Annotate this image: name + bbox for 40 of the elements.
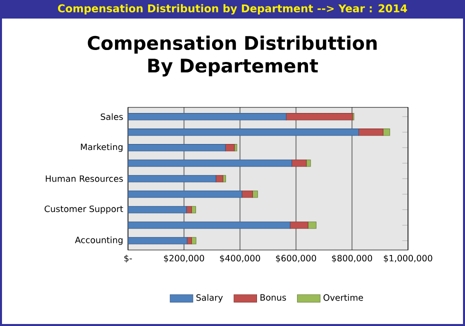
legend-label: Bonus [260,294,286,301]
bar [216,175,224,182]
legend-label: Overtime [324,294,364,301]
bar [252,190,258,198]
bar [358,128,384,136]
y-tick-label: Customer Support [44,206,124,214]
bar [128,190,242,198]
bar [382,128,390,136]
bar [191,237,196,244]
bar [292,160,307,167]
bar [225,144,235,152]
bar [222,175,226,182]
y-tick-label: Human Resources [46,175,123,182]
x-tick-label: $200,000 [164,254,204,263]
y-tick-label: Sales [100,113,123,120]
bar [242,190,253,198]
x-tick-label: $1,000,000 [384,254,432,263]
chart-subtitle: Compensation Distributtion By Departement [88,36,377,76]
bar [186,237,192,244]
bar [308,222,316,229]
bar [306,160,311,167]
chart-title: Compensation Distribution by Department --> Year : 2014 [58,4,408,15]
bar [128,128,359,136]
bar [286,113,353,120]
bar [128,222,290,229]
y-tick-label: Marketing [80,143,122,152]
bar [128,160,292,167]
x-tick-label: $- [124,254,132,263]
x-tick-label: $400,000 [220,254,260,263]
x-tick-label: $800,000 [332,254,372,263]
bar [290,222,308,229]
bar [128,144,226,152]
legend-label: Salary [196,294,223,303]
bar [128,206,187,214]
bar [128,237,188,244]
bar [128,175,216,182]
y-tick-label: Accounting [74,236,123,245]
bar [128,113,286,120]
x-tick-label: $600,000 [276,254,316,263]
bar [186,206,192,214]
